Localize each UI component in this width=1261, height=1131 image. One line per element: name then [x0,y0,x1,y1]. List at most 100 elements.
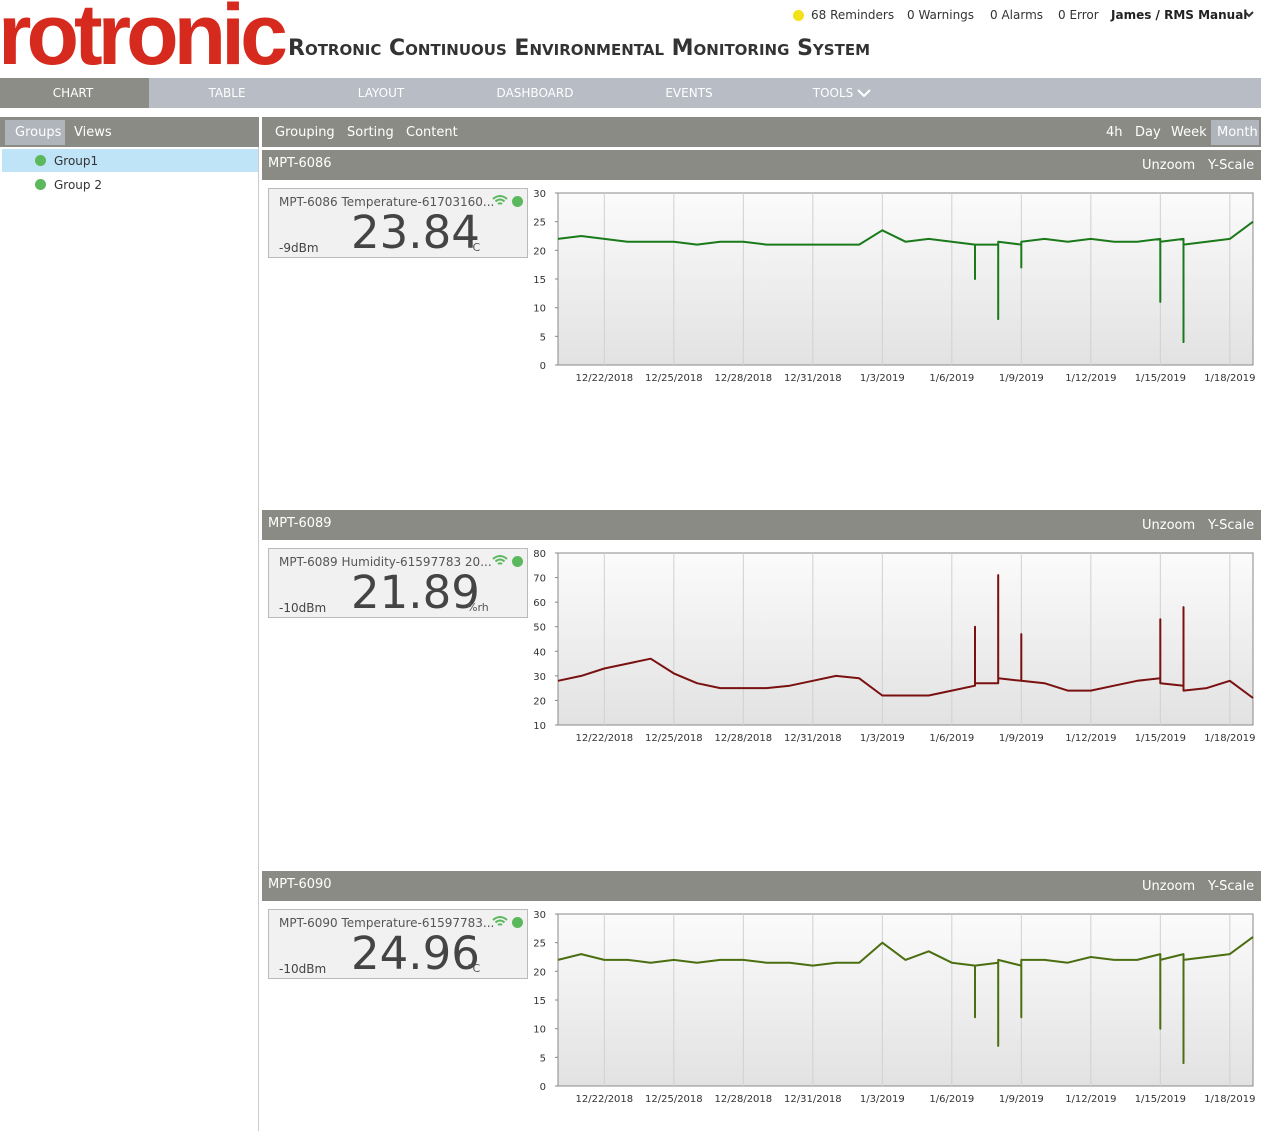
range-button[interactable]: Week [1171,125,1207,140]
range-button[interactable]: Day [1135,125,1161,140]
x-tick-label: 1/6/2019 [929,1094,974,1105]
tools-chevron[interactable] [856,88,872,98]
wifi-arc [494,919,506,924]
user-menu[interactable]: James / RMS Manual [1111,8,1248,22]
sensor-title: MPT-6086 Temperature-61703160... [279,195,495,209]
wifi-arc [497,562,503,565]
toolbar [262,117,1261,147]
x-tick-label: 12/31/2018 [784,1094,842,1105]
sensor-signal: -10dBm [279,601,327,615]
x-tick-label: 1/6/2019 [929,733,974,744]
range-button[interactable]: Month [1217,125,1258,140]
group-selected [2,149,258,172]
sidebar-tab[interactable]: Views [74,125,112,140]
x-tick-label: 12/31/2018 [784,733,842,744]
status-dot [35,155,46,166]
panel-action[interactable]: Y-Scale [1208,518,1255,533]
panel-bar [262,150,1261,180]
x-tick-label: 12/28/2018 [715,373,773,384]
logo: rotronic [0,0,288,83]
x-tick-label: 1/18/2019 [1204,733,1255,744]
sensor-signal: -10dBm [279,962,327,976]
panel-name: MPT-6090 [268,877,332,892]
x-tick-label: 1/15/2019 [1135,373,1186,384]
y-tick-label: 5 [540,332,546,343]
panel-name: MPT-6086 [268,156,332,171]
y-tick-label: 80 [533,549,546,560]
nav-tab[interactable]: TABLE [208,86,246,100]
alarms[interactable]: 0 Alarms [990,8,1044,22]
x-tick-label: 12/28/2018 [715,733,773,744]
wifi-icon [492,916,508,926]
y-tick-label: 20 [533,246,546,257]
wifi-arc [497,202,503,205]
y-tick-label: 30 [533,189,546,200]
y-tick-label: 70 [533,574,546,585]
x-tick-label: 12/22/2018 [576,733,634,744]
sidebar [0,117,259,1131]
wifi-arc [494,558,506,563]
nav-tab[interactable]: TOOLS [812,86,854,100]
panel-action[interactable]: Y-Scale [1208,158,1255,173]
group-item[interactable]: Group1 [54,154,99,168]
x-tick-label: 1/3/2019 [860,373,905,384]
x-tick-label: 12/22/2018 [576,373,634,384]
sensor-value: 21.89 [351,566,480,619]
errors[interactable]: 0 Error [1058,8,1099,22]
sensor-card: MPT-6090 Temperature-61597783... -10dBm 24… [268,909,528,980]
toolbar-item[interactable]: Sorting [347,125,394,140]
sensor-signal: -9dBm [279,241,319,255]
panel-action[interactable]: Unzoom [1142,518,1196,533]
y-tick-label: 30 [533,910,546,921]
panel-action[interactable]: Unzoom [1142,879,1196,894]
y-tick-label: 60 [533,598,546,609]
y-tick-label: 30 [533,672,546,683]
nav-tab[interactable]: LAYOUT [357,86,405,100]
sidebar-tab[interactable]: Groups [15,125,62,140]
x-tick-label: 1/15/2019 [1135,1094,1186,1105]
y-tick-label: 20 [533,696,546,707]
wifi-arc [492,195,508,200]
x-tick-label: 1/9/2019 [999,1094,1044,1105]
panel-action[interactable]: Unzoom [1142,158,1196,173]
x-tick-label: 1/18/2019 [1204,373,1255,384]
nav-active [0,78,149,108]
nav-tab[interactable]: EVENTS [665,86,713,100]
y-tick-label: 25 [533,939,546,950]
plot-area [557,913,1254,1087]
panel-bar [262,510,1261,540]
nav-tab[interactable]: CHART [52,86,94,100]
x-tick-label: 1/12/2019 [1065,373,1116,384]
nav-tab[interactable]: DASHBOARD [496,86,574,100]
range-button[interactable]: 4h [1106,125,1123,140]
sensor-card: MPT-6086 Temperature-61703160... -9dBm 23.… [268,188,528,259]
panel-name: MPT-6089 [268,516,332,531]
sensor-title: MPT-6089 Humidity-61597783 20... [279,555,492,569]
toolbar-item[interactable]: Grouping [275,125,335,140]
x-tick-label: 1/18/2019 [1204,1094,1255,1105]
y-tick-label: 40 [533,647,546,658]
x-tick-label: 12/25/2018 [645,373,703,384]
y-tick-label: 10 [533,304,546,315]
status-dot [512,917,523,928]
x-tick-label: 1/3/2019 [860,733,905,744]
y-tick-label: 15 [533,275,546,286]
warnings[interactable]: 0 Warnings [907,8,975,22]
wifi-icon [492,195,508,205]
toolbar-item[interactable]: Content [406,125,458,140]
x-tick-label: 12/31/2018 [784,373,842,384]
x-tick-label: 1/6/2019 [929,373,974,384]
x-tick-label: 12/28/2018 [715,1094,773,1105]
group-item[interactable]: Group 2 [54,178,102,192]
sensor-value: 23.84 [351,206,480,259]
y-tick-label: 15 [533,996,546,1007]
x-tick-label: 1/9/2019 [999,733,1044,744]
user-chevron[interactable] [1243,10,1255,19]
app-title: Rotronic Continuous Environmental Monito… [288,36,871,61]
panel-action[interactable]: Y-Scale [1208,879,1255,894]
status-dot [512,196,523,207]
reminders[interactable]: 68 Reminders [811,8,895,22]
y-tick-label: 25 [533,218,546,229]
nav-bar [0,78,1261,108]
